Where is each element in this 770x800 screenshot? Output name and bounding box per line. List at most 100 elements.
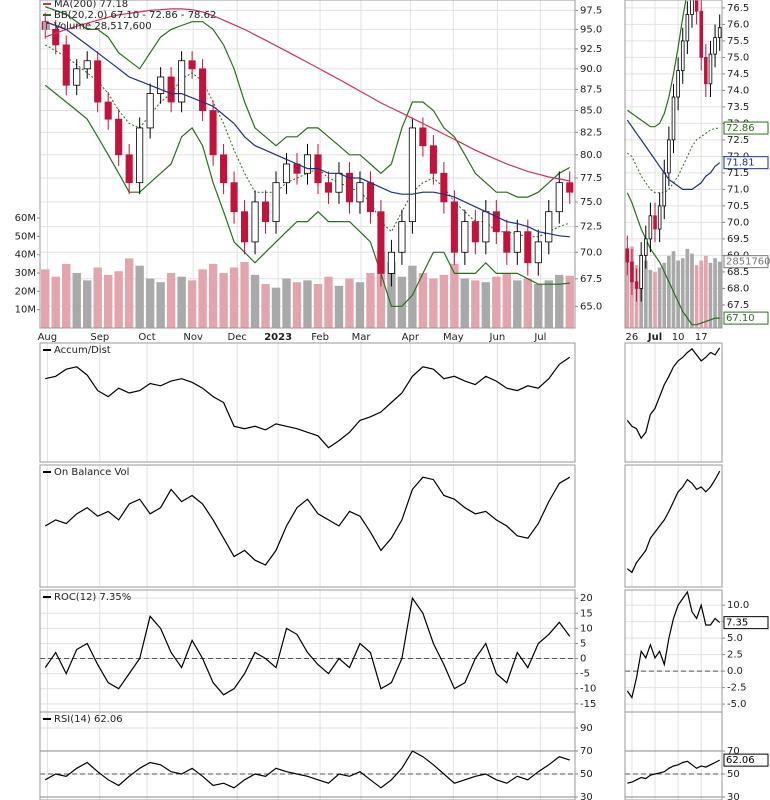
- y-tick-label: 77.5: [580, 173, 602, 184]
- candle-body: [440, 172, 448, 203]
- series-line: [45, 356, 571, 449]
- candle-body: [303, 154, 312, 174]
- series-line: [44, 750, 570, 789]
- volume-bar: [72, 273, 81, 328]
- candle-body: [680, 40, 685, 72]
- panel-frame: [624, 464, 723, 588]
- y-tick-label: 50: [580, 769, 593, 780]
- volume-bar: [93, 267, 102, 328]
- value-badge: 62.06: [726, 755, 755, 766]
- volume-bar: [676, 260, 680, 328]
- volume-bar: [229, 267, 239, 328]
- volume-bar: [662, 262, 667, 328]
- x-tick-label: Apr: [402, 332, 420, 343]
- candle-body: [419, 127, 427, 147]
- value-badge-box: [723, 121, 769, 135]
- y-tick-label: 74.5: [727, 69, 749, 80]
- candle-body: [450, 201, 458, 253]
- value-badge-box: [723, 255, 769, 269]
- panel: [626, 343, 721, 462]
- volume-bar: [282, 278, 291, 328]
- candle-body: [209, 110, 217, 156]
- volume-bar: [690, 253, 694, 328]
- candle-body: [625, 248, 630, 263]
- candle-body: [62, 44, 70, 86]
- volume-bar: [156, 282, 165, 328]
- candle-body: [324, 182, 333, 193]
- x-tick-label: Aug: [38, 332, 58, 343]
- y-tick-label: -2.5: [727, 683, 747, 694]
- y-tick-label: 85.0: [580, 106, 602, 117]
- candle-body: [653, 215, 657, 230]
- volume-bar: [145, 278, 155, 328]
- volume-bar: [324, 276, 333, 328]
- candle-body: [704, 57, 708, 85]
- candle-body: [699, 10, 703, 58]
- volume-bar: [544, 280, 553, 328]
- volume-bar: [250, 274, 260, 328]
- volume-bar: [62, 263, 71, 328]
- candle-body: [115, 118, 123, 156]
- y-tick-label: 30: [727, 792, 740, 800]
- y-tick-label: 76.5: [727, 3, 749, 14]
- panel: [44, 465, 571, 587]
- candle-body: [398, 221, 406, 253]
- volume-bar: [460, 278, 470, 328]
- volume-tick-label: 20M: [15, 286, 36, 297]
- panel: [625, 0, 722, 328]
- volume-bar: [667, 255, 671, 328]
- candle-body: [387, 251, 395, 274]
- y-tick-label: 70.0: [727, 217, 749, 228]
- y-tick-label: 68.0: [727, 283, 749, 294]
- candle-body: [377, 211, 385, 274]
- candle-body: [482, 211, 490, 243]
- y-tick-label: -5: [580, 669, 590, 680]
- candle-body: [282, 163, 291, 184]
- value-badge: 28517600: [726, 257, 770, 268]
- volume-bar: [208, 263, 218, 328]
- volume-bar: [555, 274, 564, 328]
- candle-body: [639, 255, 643, 289]
- series-line: [44, 596, 571, 696]
- x-tick-label: 17: [695, 332, 708, 343]
- y-tick-label: 72.5: [580, 222, 602, 233]
- volume-bar: [418, 273, 428, 328]
- volume-bar: [625, 258, 630, 328]
- candle-body: [671, 96, 676, 141]
- y-tick-label: 82.5: [580, 127, 602, 138]
- y-tick-label: 20: [580, 593, 593, 604]
- y-tick-label: 70.5: [727, 201, 749, 212]
- panel-frame: [624, 0, 723, 329]
- volume-tick-label: 10M: [15, 305, 36, 316]
- value-badge: 71.81: [726, 158, 755, 169]
- x-tick-label: May: [443, 332, 464, 343]
- volume-bar: [703, 255, 708, 328]
- y-tick-label: 65.0: [580, 301, 602, 312]
- volume-bar: [397, 276, 407, 328]
- legend-label: MA(200) 77.18: [54, 0, 128, 10]
- candle-body: [83, 60, 91, 70]
- y-tick-label: 67.5: [727, 300, 749, 311]
- volume-bar: [643, 260, 648, 328]
- volume-bar: [717, 261, 722, 328]
- volume-bar: [240, 262, 249, 328]
- candle-body: [634, 281, 639, 289]
- legend-label: ROC(12) 7.35%: [54, 592, 131, 603]
- candle-body: [335, 172, 343, 193]
- y-tick-label: -10: [580, 684, 596, 695]
- candle-body: [717, 27, 722, 39]
- panel: [40, 712, 575, 800]
- volume-bar: [671, 251, 676, 328]
- volume-bar: [648, 269, 653, 328]
- volume-bar: [355, 282, 365, 328]
- value-badge-box: [723, 753, 769, 767]
- volume-bar: [261, 284, 270, 328]
- y-tick-label: 67.5: [580, 274, 602, 285]
- y-tick-label: 90: [580, 723, 593, 734]
- y-tick-label: 73.5: [727, 102, 749, 113]
- bollinger-lower: [44, 84, 570, 307]
- candle-body: [534, 241, 542, 264]
- candle-body: [94, 60, 102, 103]
- panel-frame: [624, 589, 723, 713]
- bollinger-upper: [45, 6, 571, 198]
